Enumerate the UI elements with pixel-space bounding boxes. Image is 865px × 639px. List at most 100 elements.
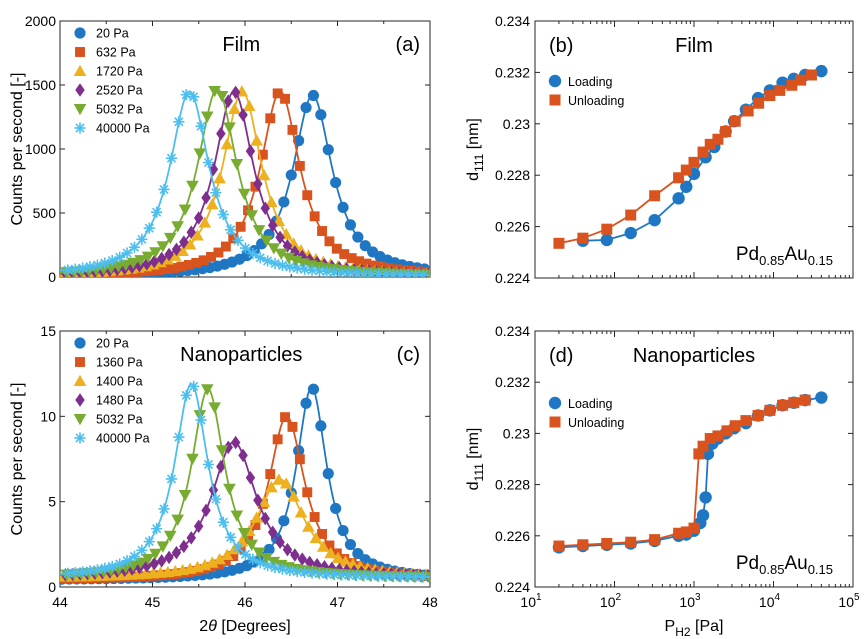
data-point xyxy=(179,539,189,554)
data-point xyxy=(752,409,764,421)
data-point xyxy=(179,235,189,249)
data-point xyxy=(625,209,637,221)
legend-entry-0: Loading xyxy=(568,75,613,89)
y-tick-label: 10 xyxy=(40,408,56,424)
data-point xyxy=(299,566,311,578)
data-point xyxy=(267,525,278,539)
data-point xyxy=(62,264,74,276)
legend-entry-3: 2520 Pa xyxy=(96,84,143,98)
data-point xyxy=(321,568,333,580)
y-tick-label: 2000 xyxy=(25,13,56,29)
data-point xyxy=(237,528,251,540)
data-point xyxy=(331,548,342,559)
data-point xyxy=(704,433,716,445)
data-point xyxy=(139,266,150,277)
data-point xyxy=(328,569,340,581)
data-point xyxy=(649,534,661,546)
data-point xyxy=(317,529,328,539)
data-point xyxy=(191,257,202,268)
data-point xyxy=(245,210,258,222)
data-point xyxy=(601,537,613,549)
y-tick-label: 0.224 xyxy=(495,270,530,286)
data-point xyxy=(368,260,379,271)
data-point xyxy=(149,254,159,269)
panel-letter: (c) xyxy=(397,344,420,366)
data-point xyxy=(195,414,207,426)
data-point xyxy=(260,201,270,216)
y-tick-label: 0.226 xyxy=(495,528,530,544)
panel-letter: (d) xyxy=(549,345,573,367)
data-point xyxy=(200,111,214,123)
data-point xyxy=(176,244,189,257)
data-point xyxy=(339,555,352,567)
data-point xyxy=(648,213,661,227)
data-point xyxy=(247,553,259,565)
panel-letter: (b) xyxy=(549,35,573,57)
data-point xyxy=(359,240,371,252)
data-point xyxy=(265,481,278,493)
data-point xyxy=(278,196,290,208)
data-point xyxy=(223,483,236,496)
data-point xyxy=(297,552,307,566)
data-point xyxy=(173,431,185,443)
data-point xyxy=(171,221,184,233)
data-point xyxy=(291,262,303,274)
y-axis-label: d111 [nm] xyxy=(465,118,486,181)
data-point xyxy=(740,415,752,427)
data-point xyxy=(238,108,248,122)
data-point xyxy=(346,558,360,570)
legend-marker xyxy=(75,393,85,407)
data-point xyxy=(165,473,178,485)
data-point xyxy=(195,120,207,132)
data-point xyxy=(165,152,178,164)
data-point xyxy=(252,547,266,559)
panel-title: Film xyxy=(222,34,260,56)
data-point xyxy=(245,471,256,485)
panel-c-nanoparticles-diffraction: 0 5 10 15 44 45 46 47 48 20 Pa 1360 Pa 1400 Pa 1480… xyxy=(9,323,438,635)
data-point xyxy=(712,430,724,442)
data-point xyxy=(344,219,357,231)
data-point xyxy=(134,255,147,267)
data-point xyxy=(176,261,187,272)
data-point xyxy=(225,224,237,236)
data-point xyxy=(287,421,298,432)
data-point xyxy=(253,177,263,191)
data-point xyxy=(188,380,200,392)
data-point xyxy=(777,399,789,411)
legend-marker xyxy=(75,83,85,97)
data-point xyxy=(193,148,207,160)
y-axis-label: Counts per second [-] xyxy=(9,383,26,536)
data-point xyxy=(815,391,828,404)
data-point xyxy=(201,503,211,518)
alloy-formula: Pd0.85Au0.15 xyxy=(736,244,833,268)
data-point xyxy=(250,511,263,523)
y-tick-label: 0.224 xyxy=(495,579,530,595)
data-point xyxy=(208,402,221,414)
data-point xyxy=(156,541,170,553)
data-point xyxy=(163,232,177,245)
data-point xyxy=(417,571,429,583)
legend-marker xyxy=(73,374,87,387)
legend-marker xyxy=(75,47,85,57)
data-point xyxy=(284,261,296,273)
data-point xyxy=(729,420,741,432)
data-point xyxy=(337,201,349,213)
data-point xyxy=(239,548,252,560)
data-point xyxy=(257,495,271,508)
legend-entry-1: Unloading xyxy=(568,416,624,430)
data-point xyxy=(339,249,350,260)
data-point xyxy=(164,247,174,262)
x-tick-label: 104 xyxy=(759,592,781,610)
data-point xyxy=(242,99,256,112)
data-point xyxy=(220,548,234,561)
legend-entry-0: 20 Pa xyxy=(96,27,129,41)
data-point xyxy=(200,384,214,396)
data-point xyxy=(300,397,312,409)
data-point xyxy=(315,109,327,121)
data-point xyxy=(304,555,315,570)
data-point xyxy=(815,64,828,78)
data-point xyxy=(141,553,155,566)
data-point xyxy=(186,225,196,239)
data-point xyxy=(178,490,192,502)
